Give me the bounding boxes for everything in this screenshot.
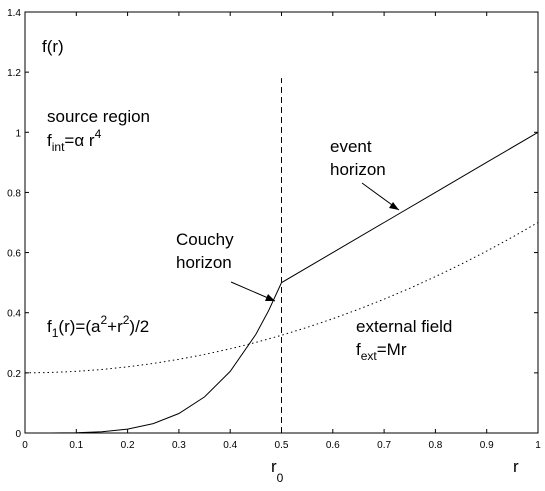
y-tick-label: 0.6 <box>7 249 21 260</box>
x-tick-label: 0.2 <box>121 440 135 451</box>
source-region-label: source region <box>47 107 150 126</box>
y-tick-label: 0 <box>15 429 21 440</box>
f-of-r-label: f(r) <box>42 37 64 56</box>
y-axis-ticks: 0 0.2 0.4 0.6 0.8 1 1.2 1.4 <box>7 8 538 440</box>
series-line-f <box>24 131 539 434</box>
x-tick-label: 1 <box>535 440 541 451</box>
series-layer <box>24 131 539 434</box>
f1-formula-label: f1(r)=(a2+r2)/2 <box>47 313 149 340</box>
y-tick-label: 0.4 <box>7 309 21 320</box>
y-tick-label: 1.2 <box>7 68 21 79</box>
event-label: event <box>330 137 372 156</box>
y-tick-label: 0.8 <box>7 188 21 199</box>
y-tick-label: 0.2 <box>7 369 21 380</box>
x-axis-label: r <box>513 457 519 476</box>
x-axis-ticks: 0 0.1 0.2 0.3 0.4 0.5 0.6 0.7 0.8 0.9 1 <box>22 12 541 451</box>
x-tick-label: 0.4 <box>223 440 237 451</box>
x-tick-label: 0.3 <box>172 440 186 451</box>
couchy-label: Couchy <box>176 230 234 249</box>
event-horizon-label: horizon <box>330 160 386 179</box>
x-tick-label: 0.9 <box>480 440 494 451</box>
event-horizon-arrow <box>361 182 400 211</box>
couchy-horizon-label: horizon <box>176 253 232 272</box>
y-tick-label: 1 <box>15 128 21 139</box>
x-tick-label: 0.7 <box>377 440 391 451</box>
x-tick-label: 0 <box>22 440 28 451</box>
x-tick-label: 0.1 <box>69 440 83 451</box>
couchy-horizon-arrow <box>230 281 276 302</box>
y-tick-label: 1.4 <box>7 8 21 19</box>
f-ext-label: fext=Mr <box>356 340 407 363</box>
x-tick-label: 0.6 <box>326 440 340 451</box>
r0-label: r0 <box>271 457 284 485</box>
f-int-label: fint=α r4 <box>47 127 102 154</box>
x-tick-label: 0.8 <box>428 440 442 451</box>
series-line-f1 <box>24 222 539 374</box>
external-field-label: external field <box>356 317 452 336</box>
x-tick-label: 0.5 <box>275 440 289 451</box>
